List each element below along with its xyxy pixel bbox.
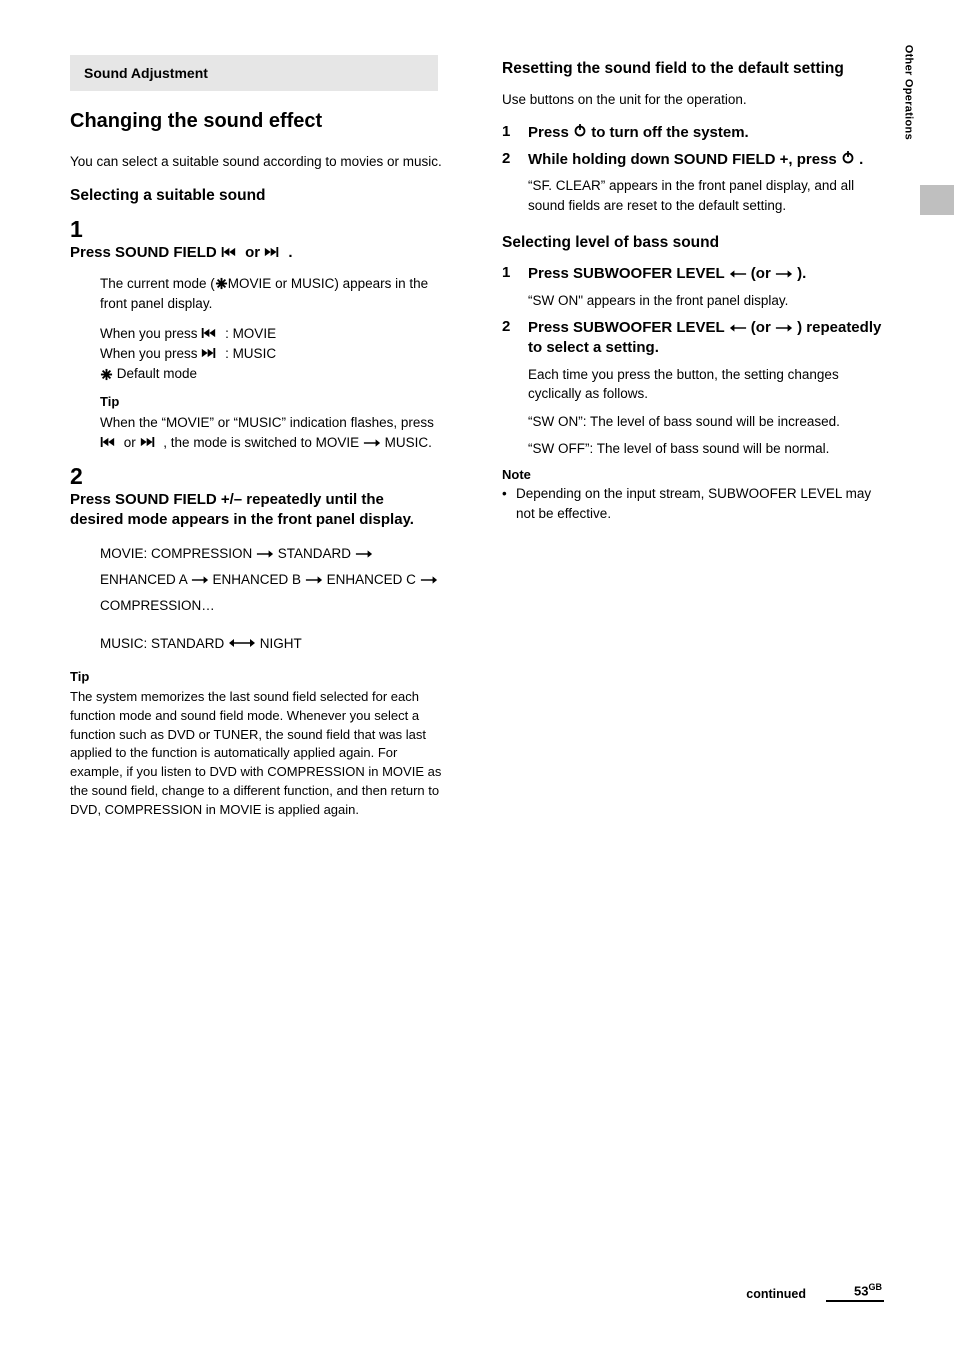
subheading-resetting: Resetting the sound field to the default… xyxy=(502,59,884,80)
tip-label: Tip xyxy=(70,669,452,684)
arrow-right-icon xyxy=(355,541,373,567)
prev-icon xyxy=(221,243,241,263)
reset-step-2: 2 While holding down SOUND FIELD +, pres… xyxy=(502,150,884,170)
arrow-right-icon xyxy=(775,318,793,338)
text-span: . xyxy=(859,151,863,168)
step-text: Press SOUND FIELD +/– repeatedly until t… xyxy=(70,490,420,531)
tip-body: When the “MOVIE” or “MUSIC” indication f… xyxy=(100,413,452,453)
text-span: When you press xyxy=(100,346,201,361)
arrow-both-icon xyxy=(228,631,256,657)
bass-step-2-sub-pre: Each time you press the button, the sett… xyxy=(528,365,884,404)
text-span: (or xyxy=(751,319,775,336)
text-span: Press SUBWOOFER LEVEL xyxy=(528,319,729,336)
step-text: While holding down SOUND FIELD +, press … xyxy=(528,150,884,170)
next-icon xyxy=(264,243,284,263)
text-span: MUSIC. xyxy=(385,435,432,450)
step-text-part: or xyxy=(245,245,264,262)
arrow-right-icon xyxy=(363,433,381,453)
text-span: Default mode xyxy=(117,366,197,381)
arrow-right-icon xyxy=(775,264,793,284)
movie-chain: MOVIE: COMPRESSION STANDARD ENHANCED A E… xyxy=(100,541,452,619)
reset-sub: Use buttons on the unit for the operatio… xyxy=(502,90,884,110)
text-span: Press SUBWOOFER LEVEL xyxy=(528,265,729,282)
bass-step-2: 2 Press SUBWOOFER LEVEL (or ) repeatedly… xyxy=(502,318,884,359)
next-icon xyxy=(201,344,221,364)
reset-step-2-sub: “SF. CLEAR” appears in the front panel d… xyxy=(528,176,884,215)
step-1-prev-line: When you press : MOVIE When you press : … xyxy=(100,324,452,385)
left-column: Sound Adjustment Changing the sound effe… xyxy=(70,55,452,834)
music-chain: MUSIC: STANDARD NIGHT xyxy=(100,631,452,657)
step-text: Press SOUND FIELD or . xyxy=(70,243,420,263)
arrow-left-icon xyxy=(729,318,747,338)
subheading-selecting-sound: Selecting a suitable sound xyxy=(70,186,452,207)
note-text: Depending on the input stream, SUBWOOFER… xyxy=(516,484,884,523)
section-title: Sound Adjustment xyxy=(84,65,424,81)
step-1-sub: The current mode (MOVIE or MUSIC) appear… xyxy=(100,274,452,314)
step-text-part: . xyxy=(288,245,292,262)
text-span: While holding down SOUND FIELD +, press xyxy=(528,151,841,168)
step-number: 1 xyxy=(70,216,98,243)
note-body: • Depending on the input stream, SUBWOOF… xyxy=(502,484,884,523)
step-text: Press to turn off the system. xyxy=(528,123,884,143)
text-span: or xyxy=(124,435,140,450)
text-span: MOVIE xyxy=(228,276,272,291)
prev-icon xyxy=(100,433,120,453)
section-bar: Sound Adjustment xyxy=(70,55,438,91)
step-2: 2 Press SOUND FIELD +/– repeatedly until… xyxy=(70,463,452,531)
arrow-left-icon xyxy=(729,264,747,284)
bass-step-2-off: “SW OFF”: The level of bass sound will b… xyxy=(528,439,884,459)
tip-body: The system memorizes the last sound fiel… xyxy=(70,688,452,820)
page-title: Changing the sound effect xyxy=(70,109,452,134)
side-label: Other Operations xyxy=(902,45,914,140)
bass-step-2-on: “SW ON”: The level of bass sound will be… xyxy=(528,412,884,432)
step-number: 2 xyxy=(502,318,528,359)
step-1: 1 Press SOUND FIELD or . xyxy=(70,216,452,263)
bass-step-1-sub: “SW ON" appears in the front panel displ… xyxy=(528,291,884,311)
reset-step-1: 1 Press to turn off the system. xyxy=(502,123,884,143)
text-span: When the “MOVIE” or “MUSIC” indication f… xyxy=(100,415,434,430)
bass-step-1: 1 Press SUBWOOFER LEVEL (or ). xyxy=(502,264,884,284)
arrow-right-icon xyxy=(305,567,323,593)
power-icon xyxy=(573,123,587,143)
step-number: 2 xyxy=(70,463,98,490)
asterisk-icon xyxy=(215,274,228,294)
right-column: Resetting the sound field to the default… xyxy=(502,55,884,834)
note-label: Note xyxy=(502,467,884,482)
tip-label: Tip xyxy=(100,394,452,409)
step-text: Press SUBWOOFER LEVEL (or ) repeatedly t… xyxy=(528,318,884,359)
step-number: 1 xyxy=(502,264,528,284)
arrow-right-icon xyxy=(256,541,274,567)
text-span: When you press xyxy=(100,326,201,341)
step-number: 1 xyxy=(502,123,528,143)
bullet: • xyxy=(502,484,516,523)
text-span: Press xyxy=(528,125,573,142)
text-span: ). xyxy=(797,265,806,282)
power-icon xyxy=(841,150,855,170)
page-number-suffix: GB xyxy=(869,1282,883,1292)
arrow-right-icon xyxy=(420,567,438,593)
subheading-bass: Selecting level of bass sound xyxy=(502,233,884,254)
text-span: , the mode is switched to MOVIE xyxy=(163,435,363,450)
intro-paragraph: You can select a suitable sound accordin… xyxy=(70,152,452,172)
page-tab xyxy=(920,185,954,215)
step-number: 2 xyxy=(502,150,528,170)
text-span: to turn off the system. xyxy=(591,125,749,142)
text-span: : MOVIE xyxy=(225,326,276,341)
step-text-part: Press SOUND FIELD xyxy=(70,245,217,262)
prev-icon xyxy=(201,324,221,344)
arrow-right-icon xyxy=(191,567,209,593)
page-number-value: 53 xyxy=(854,1283,868,1298)
next-icon xyxy=(140,433,160,453)
text-span: The current mode ( xyxy=(100,276,215,291)
asterisk-icon xyxy=(100,365,113,385)
text-span: : MUSIC xyxy=(225,346,276,361)
continued-label: continued xyxy=(746,1287,806,1301)
text-span: (or xyxy=(751,265,775,282)
step-text: Press SUBWOOFER LEVEL (or ). xyxy=(528,264,884,284)
page-number: 53GB xyxy=(826,1282,884,1302)
